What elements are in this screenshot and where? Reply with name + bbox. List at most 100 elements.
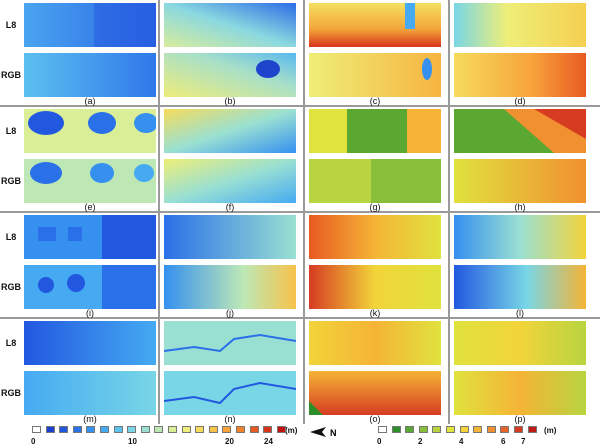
- map-panel-e-l8: [24, 109, 156, 153]
- legend-left-tick: 24: [264, 437, 273, 446]
- legend-color-swatch: [208, 426, 218, 433]
- legend-left-tick: 20: [225, 437, 234, 446]
- panel-caption: (f): [225, 202, 235, 212]
- row-label-rgb: RGB: [1, 176, 21, 186]
- legend-color-swatch: [432, 426, 442, 433]
- panel-caption: (g): [369, 202, 381, 212]
- map-panel-l-rgb: [454, 265, 586, 309]
- legend-color-swatch: [181, 426, 191, 433]
- north-arrow-icon: N: [308, 424, 342, 440]
- legend-color-swatch: [113, 426, 123, 433]
- map-panel-b-l8: [164, 3, 296, 47]
- map-panel-m-rgb: [24, 371, 156, 415]
- row-separator: [0, 211, 600, 213]
- map-panel-d-l8: [454, 3, 586, 47]
- panel-caption: (n): [224, 414, 236, 424]
- panel-caption: (l): [516, 308, 524, 318]
- map-panel-a-rgb: [24, 53, 156, 97]
- panel-caption: (d): [514, 96, 526, 106]
- legend-right-tick: 6: [501, 437, 506, 446]
- legend-color-swatch: [391, 426, 401, 433]
- legend-color-swatch: [486, 426, 496, 433]
- legend-right-tick: 2: [418, 437, 423, 446]
- legend-color-swatch: [195, 426, 205, 433]
- row-separator: [0, 105, 600, 107]
- map-panel-b-rgb: [164, 53, 296, 97]
- map-panel-i-rgb: [24, 265, 156, 309]
- map-panel-o-rgb: [309, 371, 441, 415]
- legend-right-unit: (m): [544, 426, 557, 435]
- legend-color-swatch: [100, 426, 109, 433]
- legend-color-swatch: [140, 426, 150, 433]
- legend-color-swatch: [405, 426, 415, 433]
- column-separator: [303, 0, 305, 424]
- legend-color-swatch: [127, 426, 137, 433]
- legend-left-unit: (m): [285, 426, 298, 435]
- panel-caption: (p): [514, 414, 526, 424]
- row-label-rgb: RGB: [1, 388, 21, 398]
- legend-color-swatch: [446, 426, 455, 433]
- map-panel-d-rgb: [454, 53, 586, 97]
- legend-right-tick: 0: [377, 437, 382, 446]
- panel-caption: (k): [369, 308, 381, 318]
- map-panel-m-l8: [24, 321, 156, 365]
- panel-caption: (j): [226, 308, 234, 318]
- map-panel-i-l8: [24, 215, 156, 259]
- legend-color-swatch: [168, 426, 177, 433]
- row-label-l8: L8: [5, 126, 17, 136]
- legend-right-tick: 4: [459, 437, 464, 446]
- row-separator: [0, 317, 600, 319]
- map-panel-j-l8: [164, 215, 296, 259]
- row-label-rgb: RGB: [1, 70, 21, 80]
- map-panel-f-rgb: [164, 159, 296, 203]
- map-panel-j-rgb: [164, 265, 296, 309]
- map-panel-c-rgb: [309, 53, 441, 97]
- legend-color-swatch: [86, 426, 96, 433]
- legend-color-swatch: [249, 426, 259, 433]
- panel-caption: (o): [369, 414, 381, 424]
- map-panel-f-l8: [164, 109, 296, 153]
- map-panel-g-rgb: [309, 159, 441, 203]
- legend-right-tick: 7: [521, 437, 526, 446]
- panel-caption: (e): [84, 202, 96, 212]
- legend-color-swatch: [59, 426, 69, 433]
- map-panel-c-l8: [309, 3, 441, 47]
- map-panel-h-l8: [454, 109, 586, 153]
- legend-color-swatch: [45, 426, 55, 433]
- panel-caption: (h): [514, 202, 526, 212]
- legend-color-swatch: [222, 426, 232, 433]
- map-panel-p-l8: [454, 321, 586, 365]
- panel-caption: (a): [84, 96, 96, 106]
- panel-caption: (b): [224, 96, 236, 106]
- map-panel-p-rgb: [454, 371, 586, 415]
- map-panel-e-rgb: [24, 159, 156, 203]
- column-separator: [158, 0, 160, 424]
- legend-color-swatch: [276, 426, 286, 433]
- legend-color-swatch: [418, 426, 428, 433]
- legend-color-swatch: [263, 426, 273, 433]
- legend-color-swatch: [32, 426, 41, 433]
- map-panel-a-l8: [24, 3, 156, 47]
- map-panel-k-rgb: [309, 265, 441, 309]
- legend-color-swatch: [514, 426, 523, 433]
- panel-caption: (c): [369, 96, 381, 106]
- legend-color-swatch: [500, 426, 510, 433]
- map-panel-g-l8: [309, 109, 441, 153]
- row-label-l8: L8: [5, 338, 17, 348]
- map-panel-k-l8: [309, 215, 441, 259]
- legend-color-swatch: [378, 426, 387, 433]
- legend-color-swatch: [236, 426, 245, 433]
- row-label-l8: L8: [5, 232, 17, 242]
- legend-color-swatch: [72, 426, 82, 433]
- legend-left-tick: 10: [128, 437, 137, 446]
- legend-color-swatch: [473, 426, 483, 433]
- legend-color-swatch: [154, 426, 164, 433]
- legend-color-swatch: [459, 426, 469, 433]
- panel-caption: (m): [83, 414, 97, 424]
- map-panel-l-l8: [454, 215, 586, 259]
- column-separator: [448, 0, 450, 424]
- map-panel-n-rgb: [164, 371, 296, 415]
- map-panel-h-rgb: [454, 159, 586, 203]
- map-panel-o-l8: [309, 321, 441, 365]
- legend-left-tick: 0: [31, 437, 36, 446]
